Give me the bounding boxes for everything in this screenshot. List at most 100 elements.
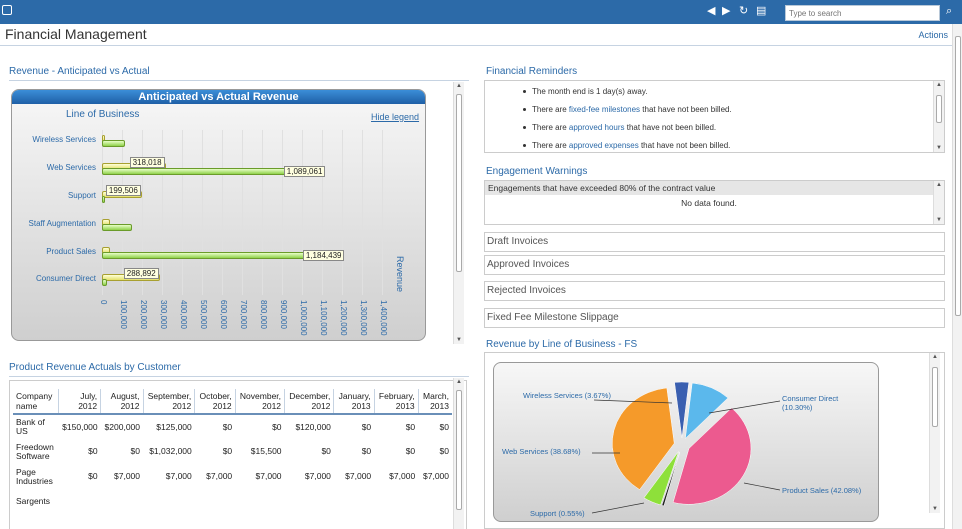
amount-cell: $0: [361, 446, 372, 456]
amount-cell: $0: [88, 471, 98, 481]
rejected-invoices-section[interactable]: Rejected Invoices: [484, 281, 945, 301]
column-header[interactable]: January, 2013: [333, 389, 375, 415]
x-tick-label: 1,300,000: [359, 300, 368, 336]
pie-slice[interactable]: [685, 382, 729, 440]
forward-arrow-icon[interactable]: ▶: [722, 5, 731, 17]
actions-menu[interactable]: Actions: [918, 30, 948, 40]
bar-actual[interactable]: [102, 279, 107, 286]
table-panel-scroll-thumb[interactable]: [456, 390, 462, 510]
amount-cell: [143, 489, 195, 514]
page-scrollbar-thumb[interactable]: [955, 36, 961, 316]
column-header[interactable]: December, 2012: [284, 389, 334, 415]
pie-label-web-services: Web Services (38.68%): [502, 447, 581, 456]
column-header[interactable]: February, 2013: [373, 389, 419, 415]
search-input[interactable]: [785, 5, 940, 21]
company-cell: Bank of US: [16, 417, 45, 436]
bar-actual[interactable]: [102, 196, 105, 203]
scroll-down-icon[interactable]: ▼: [936, 145, 942, 151]
x-tick-label: 600,000: [219, 300, 228, 329]
scroll-down-icon[interactable]: ▼: [936, 217, 942, 223]
pie-slice[interactable]: [643, 451, 679, 506]
company-cell: Page Industries: [16, 466, 53, 486]
bar-actual[interactable]: [102, 224, 132, 231]
amount-cell: $7,000: [304, 471, 331, 481]
column-header[interactable]: August, 2012: [100, 389, 143, 415]
amount-cell: $0: [405, 421, 416, 432]
column-header[interactable]: March, 2013: [417, 389, 452, 415]
reminder-link[interactable]: approved expenses: [568, 141, 639, 150]
column-header[interactable]: September, 2012: [142, 389, 195, 415]
category-label: Web Services: [46, 163, 96, 172]
refresh-icon[interactable]: ↻: [739, 5, 749, 17]
bullet-icon: [523, 126, 526, 130]
table-panel-scrollbar[interactable]: ▲: [453, 378, 464, 529]
table-row[interactable]: Freedown Software $0 $0 $1,032,000 $0 $15,500…: [13, 439, 452, 464]
pie-label-consumer-direct: Consumer Direct (10.30%): [782, 394, 839, 412]
category-label: Staff Augmentation: [28, 219, 96, 228]
x-tick-label: 800,000: [259, 300, 268, 329]
amount-cell: $150,000: [62, 421, 98, 432]
pie-slice[interactable]: [661, 451, 681, 507]
gridline: [162, 130, 163, 295]
amount-cell: $0: [272, 421, 282, 432]
amount-cell: [285, 489, 334, 514]
gridline: [302, 130, 303, 295]
reminder-link[interactable]: fixed-fee milestones: [568, 105, 641, 114]
pie-leader-line: [743, 482, 781, 491]
scroll-up-icon[interactable]: ▲: [456, 83, 462, 89]
reminder-item: The month end is 1 day(s) away.: [523, 87, 647, 96]
scroll-down-icon[interactable]: ▼: [456, 337, 462, 343]
draft-invoices-section[interactable]: Draft Invoices: [484, 232, 945, 252]
table-row[interactable]: Page Industries $0 $7,000 $7,000 $7,000 $7,00…: [13, 464, 452, 489]
bar-actual[interactable]: [102, 140, 125, 147]
pie-slice[interactable]: [674, 381, 690, 438]
print-icon[interactable]: ▤: [756, 5, 767, 17]
column-header[interactable]: November, 2012: [234, 389, 285, 415]
gridline: [142, 130, 143, 295]
pie-label-support: Support (0.55%): [530, 509, 585, 518]
scroll-up-icon[interactable]: ▲: [936, 82, 942, 88]
scroll-up-icon[interactable]: ▲: [932, 354, 938, 360]
revenue-panel-scrollbar[interactable]: ▲ ▼: [453, 82, 464, 344]
approved-invoices-section[interactable]: Approved Invoices: [484, 255, 945, 275]
app-logo-icon[interactable]: [2, 5, 12, 15]
gridline: [382, 130, 383, 295]
scroll-up-icon[interactable]: ▲: [456, 379, 462, 385]
search-icon[interactable]: ⌕: [946, 5, 953, 17]
amount-cell: $15,500: [250, 446, 282, 456]
reminder-text: There are: [532, 105, 569, 114]
page-scrollbar[interactable]: [952, 24, 962, 529]
pie-slice[interactable]: [611, 387, 675, 490]
table-row[interactable]: Sargents: [13, 489, 452, 514]
reminder-link[interactable]: approved hours: [568, 123, 625, 132]
pie-chart-svg: [591, 381, 781, 514]
back-arrow-icon[interactable]: ◀: [707, 5, 716, 17]
pie-panel-scroll-thumb[interactable]: [932, 367, 938, 427]
revenue-chart: Anticipated vs Actual Revenue Line of Bu…: [11, 89, 426, 341]
x-tick-label: 1,000,000: [299, 300, 308, 336]
pie-slice[interactable]: [672, 407, 752, 505]
reminder-text: There are: [532, 123, 569, 132]
company-cell: Freedown Software: [16, 441, 54, 461]
x-tick-label: 1,200,000: [339, 300, 348, 336]
reminders-scroll-thumb[interactable]: [936, 95, 942, 123]
reminders-scrollbar[interactable]: ▲ ▼: [933, 81, 944, 152]
amount-cell: [235, 489, 284, 514]
pie-section-title: Revenue by Line of Business - FS: [486, 339, 638, 350]
revenue-panel-scroll-thumb[interactable]: [456, 94, 462, 272]
data-label: 1,184,439: [302, 250, 345, 261]
data-label: 199,506: [105, 185, 141, 196]
fixed-fee-slippage-section[interactable]: Fixed Fee Milestone Slippage: [484, 308, 945, 328]
pie-leader-line: [591, 502, 645, 514]
column-header[interactable]: Company name: [13, 389, 59, 415]
hide-legend-link[interactable]: Hide legend: [371, 112, 420, 122]
warnings-scrollbar[interactable]: ▲ ▼: [933, 181, 944, 224]
table-row[interactable]: Bank of US $150,000 $200,000 $125,000 $0 $0 $1…: [13, 414, 452, 439]
scroll-down-icon[interactable]: ▼: [932, 506, 938, 512]
scroll-up-icon[interactable]: ▲: [936, 182, 942, 188]
pie-panel-scrollbar[interactable]: ▲ ▼: [929, 353, 940, 513]
gridline: [322, 130, 323, 295]
gridline: [102, 130, 103, 295]
column-header[interactable]: July, 2012: [58, 389, 101, 415]
column-header[interactable]: October, 2012: [194, 389, 236, 415]
